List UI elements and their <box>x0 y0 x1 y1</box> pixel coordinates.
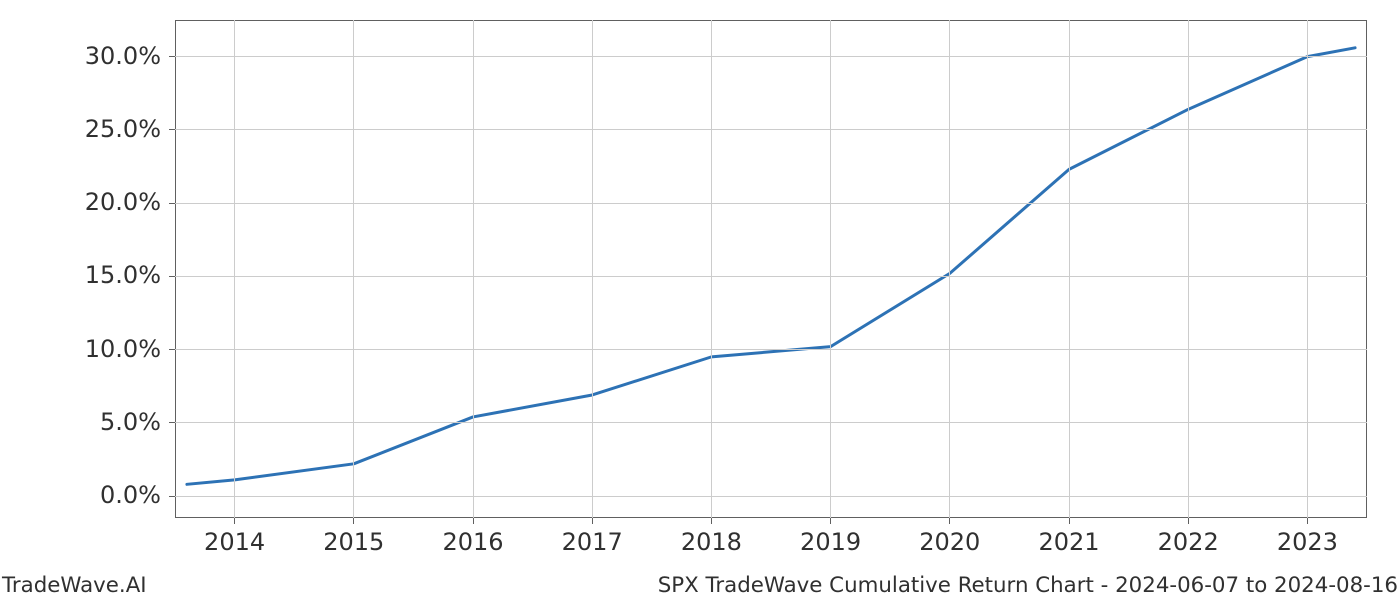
y-tick-label: 15.0% <box>41 261 161 289</box>
x-gridline <box>473 20 474 518</box>
footer-left-label: TradeWave.AI <box>2 573 147 598</box>
x-tick-mark <box>592 518 593 524</box>
x-tick-label: 2016 <box>423 528 523 556</box>
x-gridline <box>1069 20 1070 518</box>
y-tick-mark <box>169 349 175 350</box>
plot-spine-left <box>175 20 176 518</box>
y-gridline <box>175 496 1367 497</box>
x-gridline <box>1188 20 1189 518</box>
x-tick-label: 2019 <box>781 528 881 556</box>
x-gridline <box>592 20 593 518</box>
y-tick-label: 10.0% <box>41 335 161 363</box>
y-tick-mark <box>169 129 175 130</box>
y-gridline <box>175 349 1367 350</box>
y-tick-mark <box>169 56 175 57</box>
x-tick-label: 2018 <box>661 528 761 556</box>
plot-spine-right <box>1366 20 1367 518</box>
x-tick-mark <box>234 518 235 524</box>
footer-right-label: SPX TradeWave Cumulative Return Chart - … <box>658 573 1398 598</box>
y-gridline <box>175 276 1367 277</box>
x-tick-mark <box>1069 518 1070 524</box>
x-tick-label: 2020 <box>900 528 1000 556</box>
x-gridline <box>234 20 235 518</box>
x-tick-mark <box>830 518 831 524</box>
chart-container: TradeWave.AI SPX TradeWave Cumulative Re… <box>0 0 1400 600</box>
x-tick-mark <box>949 518 950 524</box>
x-tick-label: 2014 <box>185 528 285 556</box>
y-tick-label: 30.0% <box>41 42 161 70</box>
x-tick-mark <box>353 518 354 524</box>
x-tick-mark <box>473 518 474 524</box>
x-gridline <box>711 20 712 518</box>
y-tick-mark <box>169 276 175 277</box>
y-tick-label: 25.0% <box>41 115 161 143</box>
x-tick-label: 2023 <box>1257 528 1357 556</box>
x-gridline <box>1307 20 1308 518</box>
x-tick-label: 2021 <box>1019 528 1119 556</box>
y-tick-label: 20.0% <box>41 188 161 216</box>
y-gridline <box>175 129 1367 130</box>
x-tick-label: 2017 <box>542 528 642 556</box>
x-gridline <box>830 20 831 518</box>
y-tick-mark <box>169 422 175 423</box>
line-chart-svg <box>0 0 1400 600</box>
return-line <box>187 48 1355 484</box>
x-tick-label: 2015 <box>304 528 404 556</box>
y-tick-label: 5.0% <box>41 408 161 436</box>
x-gridline <box>353 20 354 518</box>
y-gridline <box>175 56 1367 57</box>
x-tick-mark <box>711 518 712 524</box>
x-tick-label: 2022 <box>1138 528 1238 556</box>
y-gridline <box>175 422 1367 423</box>
y-tick-mark <box>169 496 175 497</box>
x-tick-mark <box>1188 518 1189 524</box>
y-tick-mark <box>169 203 175 204</box>
x-tick-mark <box>1307 518 1308 524</box>
y-tick-label: 0.0% <box>41 481 161 509</box>
x-gridline <box>949 20 950 518</box>
y-gridline <box>175 203 1367 204</box>
